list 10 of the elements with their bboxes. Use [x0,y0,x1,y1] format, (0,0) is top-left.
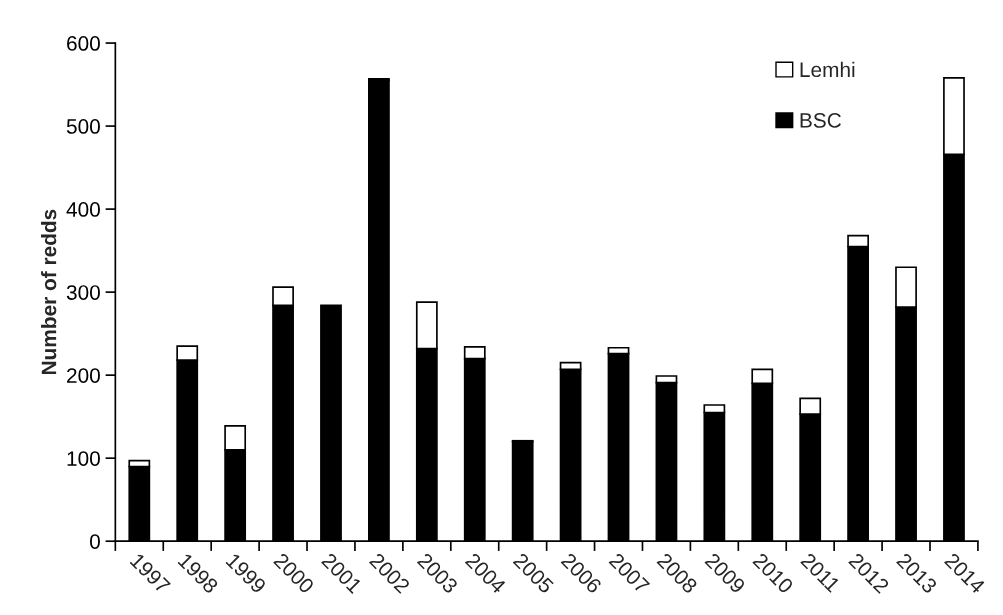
y-tick-label: 200 [67,368,100,383]
legend-label: Lemhi [800,61,855,78]
y-axis-title: Number of redds [41,209,57,375]
y-tick-label: 0 [89,534,100,549]
y-tick-label: 100 [67,451,100,466]
y-tick-label: 300 [66,285,100,300]
y-tick-label: 600 [67,36,100,51]
y-tick-label: 400 [66,202,100,217]
y-tick-label: 500 [66,119,100,134]
legend-label: BSC [800,113,841,128]
